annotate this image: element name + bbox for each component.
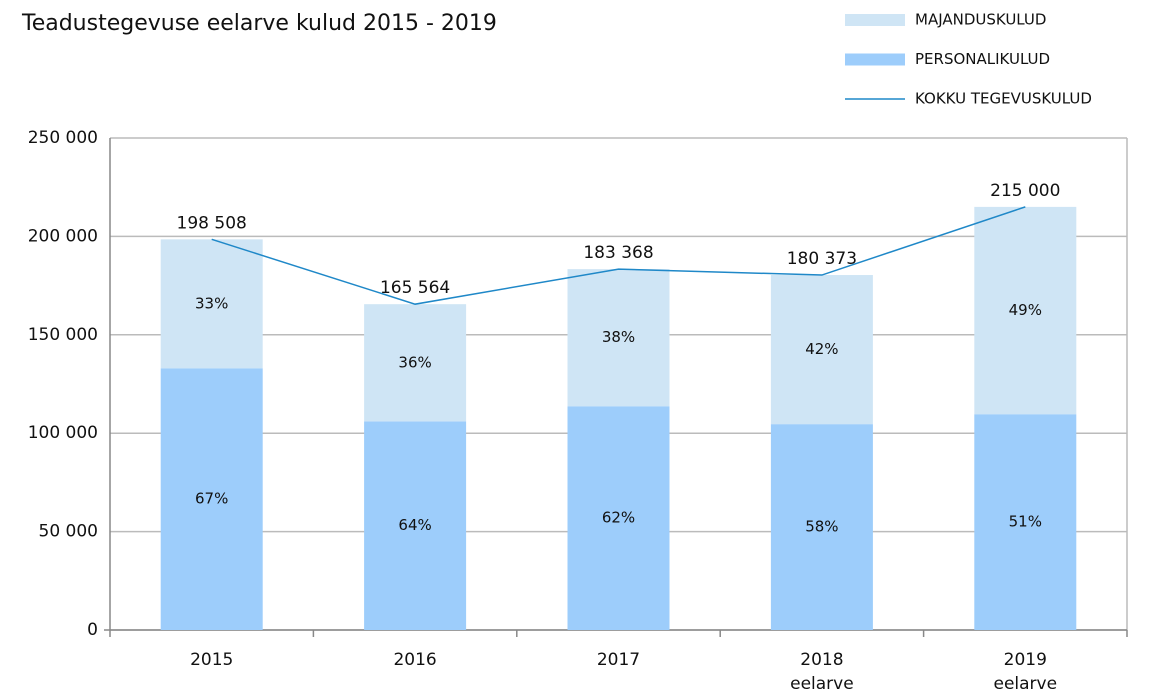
line-label: 198 508 <box>177 213 247 233</box>
legend-label: KOKKU TEGEVUSKULUD <box>915 90 1092 108</box>
bar-segment <box>567 406 670 630</box>
bar-label: 67% <box>195 490 228 508</box>
bar-segment <box>770 424 873 630</box>
bar-label: 42% <box>805 340 838 358</box>
legend-label: PERSONALIKULUD <box>915 50 1050 68</box>
bar-segment <box>160 368 263 630</box>
bar-segment <box>364 421 467 630</box>
bar-segment <box>974 414 1077 630</box>
line-label: 165 564 <box>380 278 450 298</box>
legend-swatch <box>845 14 905 26</box>
x-tick-label: 2017 <box>597 650 640 670</box>
x-tick-label: 2015 <box>190 650 233 670</box>
bar-label: 58% <box>805 518 838 536</box>
bar-label: 62% <box>602 509 635 527</box>
y-tick-label: 100 000 <box>28 423 98 443</box>
bar-segment <box>770 275 873 425</box>
y-tick-label: 0 <box>87 620 98 640</box>
x-tick-label: 2019 eelarve <box>994 650 1058 694</box>
bar-label: 33% <box>195 294 228 312</box>
bar-label: 38% <box>602 328 635 346</box>
bar-segment <box>364 304 467 422</box>
bar-label: 36% <box>398 353 431 371</box>
legend-swatch <box>845 53 905 66</box>
bar-label: 64% <box>398 516 431 534</box>
bar-label: 49% <box>1009 301 1042 319</box>
legend-label: MAJANDUSKULUD <box>915 11 1046 29</box>
x-tick-label: 2018 eelarve <box>790 650 854 694</box>
line-label: 180 373 <box>787 249 857 269</box>
bar-segment <box>160 239 263 369</box>
bar-label: 51% <box>1009 513 1042 531</box>
x-tick-label: 2016 <box>393 650 436 670</box>
y-tick-label: 200 000 <box>28 226 98 246</box>
y-tick-label: 50 000 <box>39 522 98 542</box>
chart-title: Teadustegevuse eelarve kulud 2015 - 2019 <box>21 11 497 36</box>
y-tick-label: 250 000 <box>28 128 98 148</box>
bar-segment <box>974 206 1077 415</box>
total-line <box>211 206 1026 305</box>
line-label: 215 000 <box>990 181 1060 201</box>
y-tick-label: 150 000 <box>28 325 98 345</box>
line-label: 183 368 <box>583 243 653 263</box>
bar-segment <box>567 269 670 407</box>
